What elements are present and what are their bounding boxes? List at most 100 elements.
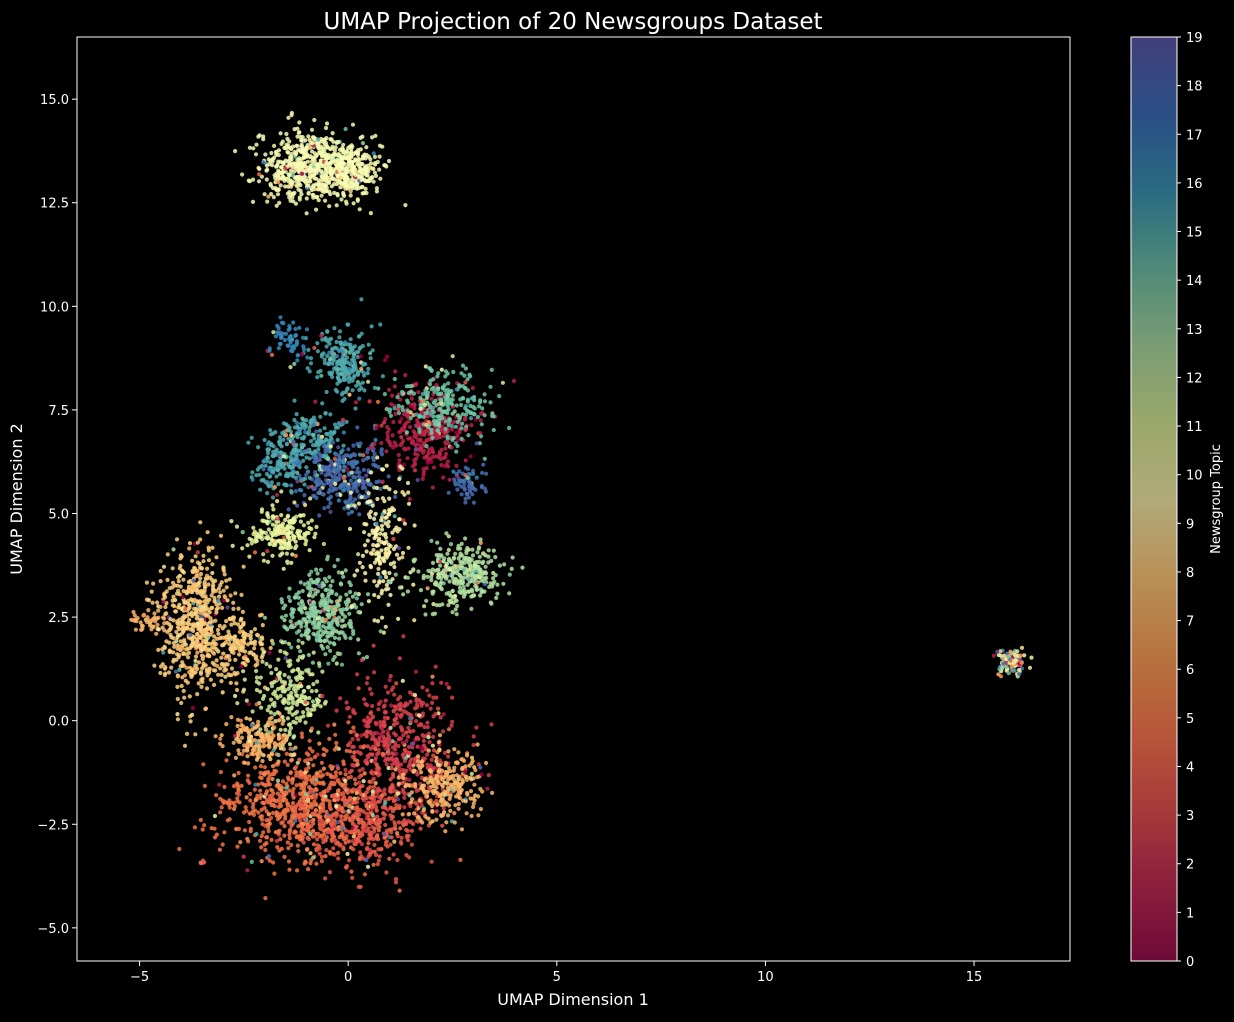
- scatter-point: [325, 645, 330, 650]
- scatter-point: [176, 655, 181, 660]
- scatter-point: [379, 548, 384, 553]
- scatter-point: [356, 482, 361, 487]
- scatter-point: [249, 435, 254, 440]
- scatter-point: [376, 739, 381, 744]
- scatter-point: [343, 171, 349, 176]
- scatter-point: [446, 381, 451, 386]
- scatter-point: [284, 131, 289, 137]
- scatter-point: [328, 509, 333, 514]
- scatter-point: [286, 693, 291, 698]
- scatter-point: [318, 414, 323, 419]
- scatter-point: [440, 570, 445, 575]
- scatter-point: [307, 138, 312, 143]
- scatter-point: [313, 470, 318, 475]
- scatter-point: [333, 387, 338, 392]
- scatter-point: [379, 447, 384, 452]
- scatter-point: [412, 468, 418, 473]
- scatter-point: [348, 193, 353, 198]
- scatter-point: [197, 583, 202, 588]
- scatter-point: [366, 599, 371, 604]
- scatter-point: [358, 345, 363, 350]
- scatter-point: [304, 211, 309, 216]
- scatter-point: [447, 579, 452, 584]
- scatter-point: [357, 780, 362, 785]
- scatter-point: [480, 551, 486, 556]
- scatter-point: [324, 579, 329, 584]
- scatter-point: [449, 445, 454, 450]
- scatter-point: [368, 356, 373, 361]
- scatter-point: [405, 575, 411, 580]
- scatter-point: [278, 727, 283, 732]
- scatter-point: [383, 710, 388, 715]
- scatter-point: [458, 579, 463, 584]
- scatter-point: [298, 477, 304, 482]
- scatter-point: [340, 417, 346, 422]
- scatter-point: [245, 657, 250, 662]
- scatter-point: [351, 763, 357, 768]
- scatter-point: [295, 358, 300, 363]
- scatter-point: [280, 521, 286, 526]
- scatter-point: [360, 156, 365, 161]
- scatter-point: [364, 473, 369, 478]
- scatter-point: [252, 627, 258, 632]
- scatter-point: [297, 465, 302, 470]
- scatter-point: [168, 617, 173, 622]
- scatter-point: [291, 344, 296, 349]
- scatter-point: [393, 704, 398, 709]
- scatter-point: [320, 632, 325, 637]
- scatter-point: [379, 423, 384, 428]
- scatter-point: [288, 340, 293, 345]
- scatter-point: [356, 737, 361, 742]
- scatter-point: [198, 520, 203, 525]
- scatter-point: [270, 721, 275, 726]
- scatter-point: [356, 686, 361, 691]
- scatter-point: [327, 350, 332, 355]
- scatter-point: [349, 453, 354, 458]
- scatter-point: [376, 566, 381, 571]
- scatter-point: [387, 550, 392, 555]
- scatter-point: [411, 568, 416, 573]
- scatter-point: [270, 533, 275, 538]
- scatter-point: [357, 382, 362, 387]
- scatter-point: [340, 181, 345, 186]
- scatter-point: [477, 554, 482, 559]
- scatter-point: [295, 677, 300, 682]
- scatter-point: [360, 565, 365, 570]
- scatter-point: [278, 553, 283, 558]
- scatter-point: [491, 576, 496, 581]
- scatter-point: [438, 559, 443, 564]
- scatter-point: [335, 362, 340, 367]
- scatter-point: [311, 195, 316, 200]
- scatter-point: [338, 359, 343, 364]
- scatter-point: [335, 651, 340, 656]
- scatter-point: [297, 428, 302, 433]
- scatter-point: [434, 383, 439, 388]
- scatter-point: [297, 536, 302, 541]
- scatter-point: [231, 650, 236, 656]
- scatter-point: [468, 481, 473, 486]
- scatter-point: [365, 753, 370, 759]
- scatter-point: [279, 450, 284, 455]
- scatter-point: [443, 426, 448, 432]
- scatter-point: [301, 449, 306, 454]
- scatter-point: [193, 606, 199, 612]
- scatter-point: [267, 541, 272, 547]
- scatter-point: [289, 182, 295, 187]
- scatter-point: [378, 322, 383, 327]
- scatter-point: [451, 369, 456, 375]
- scatter-point: [162, 621, 167, 626]
- scatter-point: [481, 462, 486, 467]
- scatter-point: [333, 365, 338, 370]
- scatter-point: [165, 577, 170, 583]
- scatter-point: [312, 601, 317, 606]
- scatter-point: [442, 433, 447, 438]
- scatter-point: [369, 470, 374, 475]
- scatter-point: [418, 447, 423, 452]
- scatter-point: [469, 423, 474, 428]
- scatter-point: [400, 728, 405, 733]
- scatter-point: [214, 610, 219, 615]
- scatter-point: [439, 412, 444, 418]
- scatter-point: [267, 348, 272, 353]
- scatter-point: [252, 550, 258, 555]
- scatter-point: [429, 427, 434, 432]
